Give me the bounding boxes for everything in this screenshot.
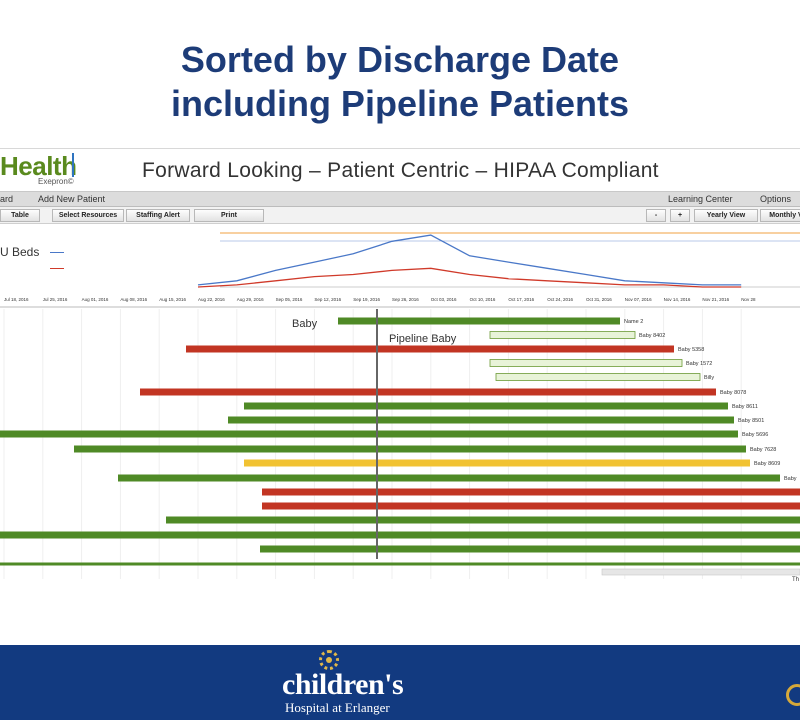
zoom-out-button[interactable]: -	[646, 209, 666, 222]
gantt-bar	[262, 488, 800, 496]
legend-label-beds: U Beds	[0, 245, 40, 259]
x-tick-label: Sep 19, 2016	[353, 297, 380, 302]
gantt-bar	[118, 474, 780, 482]
gantt-bar	[166, 516, 800, 524]
table-button[interactable]: Table	[0, 209, 40, 222]
emblem-icon	[786, 684, 800, 706]
gantt-bar	[140, 388, 716, 396]
flower-icon	[319, 650, 339, 670]
x-tick-label: Oct 10, 2016	[470, 297, 496, 302]
x-tick-label: Oct 24, 2016	[547, 297, 573, 302]
childrens-logo: children's	[282, 668, 404, 701]
annotation-baby: Baby	[292, 318, 318, 330]
legend-swatch-blue	[50, 252, 64, 253]
gantt-bar	[260, 545, 800, 553]
x-tick-label: Nov 21, 2016	[702, 297, 729, 302]
census-and-gantt-chart: Jul 18, 2016 Jul 25, 2016 Aug 01, 2016 Aug …	[0, 232, 800, 583]
gantt-bar-label: Name 2	[624, 319, 643, 325]
scroll-label: Th	[792, 577, 799, 583]
staffing-alert-button[interactable]: Staffing Alert	[126, 209, 190, 222]
slide-title: Sorted by Discharge Date including Pipel…	[0, 38, 800, 126]
gantt-bar	[244, 402, 728, 410]
slide-title-line1: Sorted by Discharge Date	[180, 39, 620, 80]
annotation-pipeline-baby: Pipeline Baby	[389, 333, 457, 345]
x-tick-label: Oct 03, 2016	[431, 297, 457, 302]
gantt-bar	[495, 373, 701, 381]
gantt-bar	[186, 345, 674, 353]
brand-divider	[72, 153, 74, 177]
gantt-bar-label: Baby 5696	[742, 432, 768, 438]
select-resources-button[interactable]: Select Resources	[52, 209, 124, 222]
menu-options[interactable]: Options	[760, 194, 792, 204]
x-tick-label: Sep 05, 2016	[276, 297, 303, 302]
gantt-bar-label: Baby 8402	[639, 333, 665, 339]
gantt-bar-label: Baby 8501	[738, 418, 764, 424]
x-tick-label: Nov 07, 2016	[625, 297, 652, 302]
gantt-bar	[338, 317, 620, 325]
app-screenshot: Health Exepron© Forward Looking – Patien…	[0, 148, 800, 585]
menu-dashboard[interactable]: ard	[0, 194, 14, 204]
x-tick-label: Oct 17, 2016	[508, 297, 534, 302]
gantt-bar-label: Baby 8078	[720, 390, 746, 396]
app-banner: Forward Looking – Patient Centric – HIPA…	[142, 159, 659, 182]
menu-bar: ard Add New Patient Learning Center Opti…	[0, 191, 800, 207]
zoom-in-button[interactable]: +	[670, 209, 690, 222]
monthly-view-button[interactable]: Monthly V	[760, 209, 800, 222]
gantt-bar	[228, 416, 734, 424]
gantt-bar	[489, 359, 683, 367]
x-tick-label: Nov 28	[741, 297, 756, 302]
x-tick-label: Nov 14, 2016	[664, 297, 691, 302]
print-button[interactable]: Print	[194, 209, 264, 222]
footer-band	[0, 645, 800, 720]
series-line-2	[197, 267, 742, 288]
gantt-bar	[262, 502, 800, 510]
brand-subtitle: Exepron©	[38, 177, 74, 186]
yearly-view-button[interactable]: Yearly View	[694, 209, 758, 222]
x-tick-label: Aug 08, 2016	[120, 297, 147, 302]
x-tick-label: Aug 15, 2016	[159, 297, 186, 302]
x-tick-label: Jul 18, 2016	[4, 297, 29, 302]
series-line-1	[197, 234, 742, 286]
x-tick-label: Aug 22, 2016	[198, 297, 225, 302]
gantt-bar	[0, 531, 800, 539]
x-tick-label: Sep 26, 2016	[392, 297, 419, 302]
slide-title-line2: including Pipeline Patients	[170, 83, 630, 124]
gantt-bar-label: Billy	[704, 375, 714, 381]
gantt-bar	[489, 331, 636, 339]
gantt-bar	[74, 445, 746, 453]
gantt-bar-label: Baby	[784, 476, 797, 482]
brand-logo: Health	[0, 151, 77, 181]
gantt-bar-label: Baby 7628	[750, 447, 776, 453]
gantt-bar-label: Baby 5358	[678, 347, 704, 353]
gantt-bar-label: Baby 8609	[754, 461, 780, 467]
x-tick-label: Aug 01, 2016	[82, 297, 109, 302]
legend-swatch-red	[50, 268, 64, 269]
x-tick-label: Jul 25, 2016	[43, 297, 68, 302]
x-tick-label: Oct 31, 2016	[586, 297, 612, 302]
gantt-bar	[0, 430, 738, 438]
menu-learning-center[interactable]: Learning Center	[668, 194, 733, 204]
x-tick-label: Sep 12, 2016	[314, 297, 341, 302]
horizontal-scrollbar	[601, 568, 800, 576]
x-tick-label: Aug 29, 2016	[237, 297, 264, 302]
gantt-bar	[244, 459, 750, 467]
menu-add-new-patient[interactable]: Add New Patient	[38, 194, 106, 204]
childrens-logo-subtitle: Hospital at Erlanger	[285, 700, 390, 715]
toolbar: Table Select Resources Staffing Alert Pr…	[0, 207, 800, 224]
gantt-bar-label: Baby 1572	[686, 361, 712, 367]
gantt-bar-label: Baby 8611	[732, 404, 758, 410]
